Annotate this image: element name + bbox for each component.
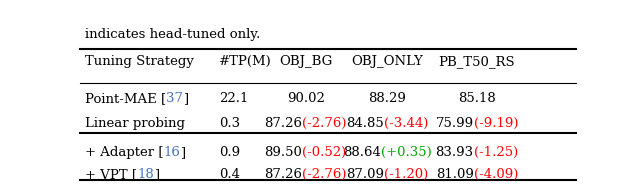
- Text: 75.99: 75.99: [435, 117, 474, 130]
- Text: 87.26: 87.26: [264, 168, 303, 181]
- Text: ]: ]: [183, 92, 188, 105]
- Text: 18: 18: [137, 168, 154, 181]
- Text: 84.85: 84.85: [346, 117, 384, 130]
- Text: 87.26: 87.26: [264, 117, 303, 130]
- Text: 22.1: 22.1: [219, 92, 248, 105]
- Text: 16: 16: [163, 146, 180, 159]
- Text: (-0.52): (-0.52): [303, 146, 347, 159]
- Text: Linear probing: Linear probing: [85, 117, 185, 130]
- Text: 85.18: 85.18: [458, 92, 495, 105]
- Text: 0.4: 0.4: [219, 168, 240, 181]
- Text: (-9.19): (-9.19): [474, 117, 518, 130]
- Text: ]: ]: [154, 168, 159, 181]
- Text: 0.3: 0.3: [219, 117, 240, 130]
- Text: 88.29: 88.29: [369, 92, 406, 105]
- Text: (+0.35): (+0.35): [381, 146, 432, 159]
- Text: 81.09: 81.09: [436, 168, 474, 181]
- Text: (-4.09): (-4.09): [474, 168, 518, 181]
- Text: (-3.44): (-3.44): [384, 117, 429, 130]
- Text: 89.50: 89.50: [264, 146, 303, 159]
- Text: 37: 37: [166, 92, 183, 105]
- Text: (-1.20): (-1.20): [385, 168, 429, 181]
- Text: + Adapter [: + Adapter [: [85, 146, 163, 159]
- Text: Tuning Strategy: Tuning Strategy: [85, 55, 194, 68]
- Text: ]: ]: [180, 146, 186, 159]
- Text: (-2.76): (-2.76): [303, 117, 347, 130]
- Text: OBJ_ONLY: OBJ_ONLY: [351, 55, 424, 68]
- Text: #TP(M): #TP(M): [219, 55, 271, 68]
- Text: indicates head-tuned only.: indicates head-tuned only.: [85, 28, 260, 41]
- Text: (-1.25): (-1.25): [474, 146, 518, 159]
- Text: 83.93: 83.93: [436, 146, 474, 159]
- Text: Point-MAE [: Point-MAE [: [85, 92, 166, 105]
- Text: OBJ_BG: OBJ_BG: [279, 55, 332, 68]
- Text: 87.09: 87.09: [346, 168, 385, 181]
- Text: PB_T50_RS: PB_T50_RS: [438, 55, 515, 68]
- Text: 90.02: 90.02: [287, 92, 324, 105]
- Text: 0.9: 0.9: [219, 146, 240, 159]
- Text: + VPT [: + VPT [: [85, 168, 137, 181]
- Text: (-2.76): (-2.76): [303, 168, 347, 181]
- Text: 88.64: 88.64: [343, 146, 381, 159]
